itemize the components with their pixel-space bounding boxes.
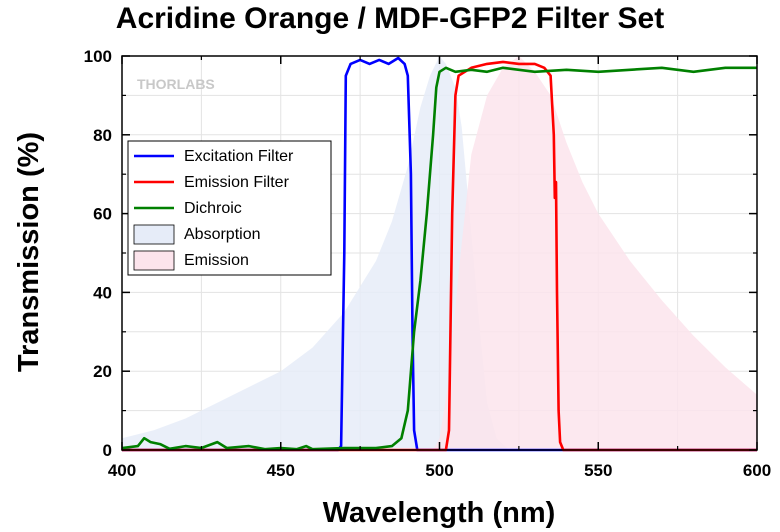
legend-label-emission-filter: Emission Filter: [184, 174, 290, 191]
y-tick-label: 60: [93, 205, 112, 224]
tick-layer: 400 450 500 550 600 0 20 40 60 80 100: [84, 47, 772, 480]
legend-swatch-emission: [133, 250, 175, 271]
line-layer: [121, 56, 757, 452]
x-tick-label: 400: [108, 461, 136, 480]
x-tick-label: 550: [584, 461, 612, 480]
legend-label-dichroic: Dichroic: [184, 200, 242, 217]
y-tick-label: 80: [93, 126, 112, 145]
y-tick-label: 40: [93, 283, 112, 302]
y-axis-title: Transmission (%): [13, 132, 45, 372]
x-tick-label: 450: [267, 461, 295, 480]
emission-filter-line: [122, 60, 757, 452]
legend-label-emission: Emission: [184, 252, 249, 269]
dichroic-line: [121, 66, 757, 451]
legend: Excitation Filter Emission Filter Dichroic…: [127, 140, 332, 276]
y-tick-label: 0: [103, 441, 112, 460]
legend-label-excitation-filter: Excitation Filter: [184, 148, 294, 165]
emission-area: [433, 56, 757, 450]
x-tick-label: 500: [425, 461, 453, 480]
y-tick-label: 100: [84, 47, 112, 66]
thorlabs-watermark: THORLABS: [137, 76, 215, 92]
y-tick-label: 20: [93, 362, 112, 381]
chart-title: Acridine Orange / MDF-GFP2 Filter Set: [115, 2, 665, 35]
x-tick-label: 600: [743, 461, 771, 480]
legend-label-absorption: Absorption: [184, 226, 261, 243]
legend-swatch-absorption: [133, 224, 175, 245]
x-axis-title: Wavelength (nm): [323, 497, 556, 529]
